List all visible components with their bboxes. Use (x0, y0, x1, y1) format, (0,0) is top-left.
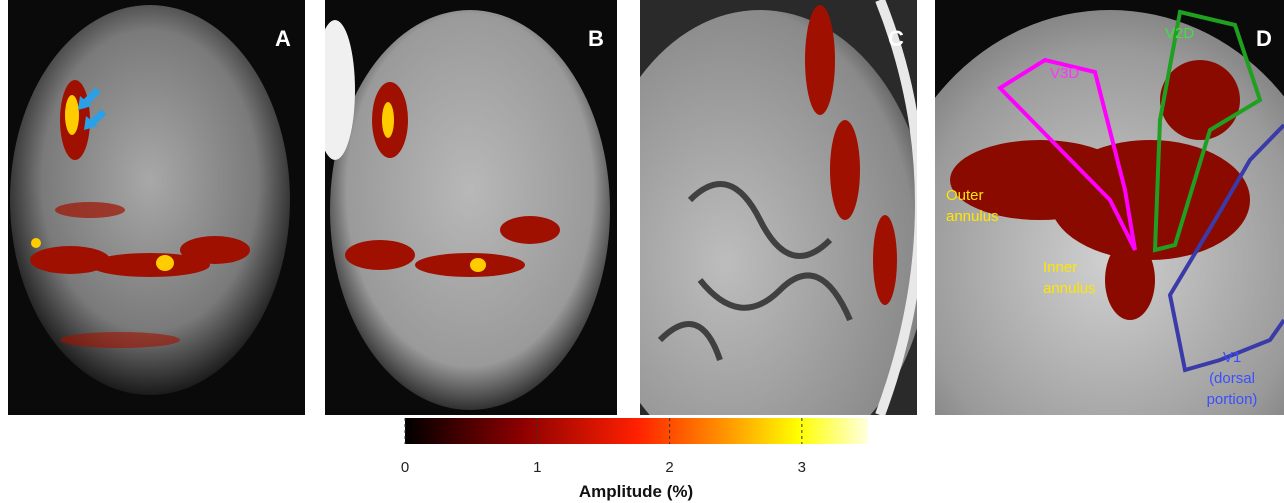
colorbar-tick-label: 2 (665, 459, 673, 476)
colorbar-label: Amplitude (%) (579, 482, 693, 501)
annotation: portion) (1207, 391, 1258, 408)
annotation: Inner (1043, 259, 1077, 276)
annotation: V1 (1223, 349, 1241, 366)
annotation: V2D (1165, 25, 1194, 42)
annotation: annulus (1043, 280, 1096, 297)
colorbar-tick-label: 1 (533, 459, 541, 476)
panel-d-image (935, 0, 1284, 415)
annotation: Outer (946, 187, 984, 204)
panel-label: B (588, 26, 604, 51)
panel-label: C (888, 26, 904, 51)
panel-b-image (325, 0, 617, 415)
panel-label: A (275, 26, 291, 51)
annotation: V3D (1050, 65, 1079, 82)
annotation: (dorsal (1209, 370, 1255, 387)
colorbar-tick-label: 3 (798, 459, 806, 476)
panel-c-image (640, 0, 917, 415)
panel-a-image (8, 0, 305, 415)
colorbar (405, 418, 868, 444)
panel-label: D (1256, 26, 1272, 51)
annotation: annulus (946, 208, 999, 225)
colorbar-tick-label: 0 (401, 459, 409, 476)
